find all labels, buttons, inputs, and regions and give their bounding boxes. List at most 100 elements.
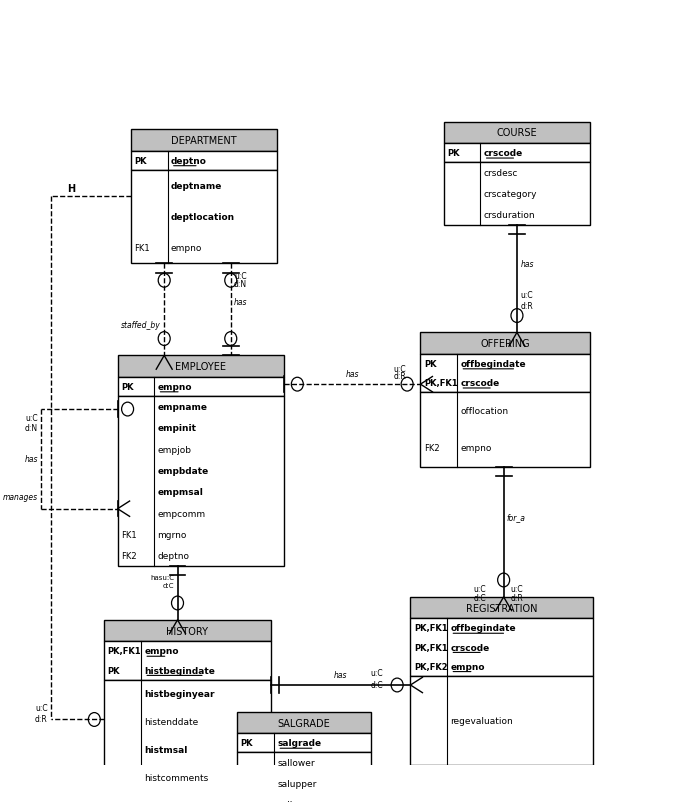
FancyBboxPatch shape — [237, 712, 371, 733]
Text: empmsal: empmsal — [157, 488, 204, 496]
Text: offbegindate: offbegindate — [460, 359, 526, 368]
Text: empno: empno — [157, 383, 192, 391]
Text: PK: PK — [241, 739, 253, 747]
Text: d:C: d:C — [474, 593, 486, 602]
Text: u:C: u:C — [394, 364, 406, 373]
Text: crsdesc: crsdesc — [484, 169, 518, 178]
Text: histenddate: histenddate — [144, 717, 199, 726]
FancyBboxPatch shape — [237, 733, 371, 752]
Text: PK,FK1: PK,FK1 — [414, 624, 447, 633]
FancyBboxPatch shape — [117, 378, 284, 396]
FancyBboxPatch shape — [444, 163, 590, 226]
Text: u:C: u:C — [35, 703, 48, 712]
Text: d:N: d:N — [234, 279, 247, 289]
FancyBboxPatch shape — [131, 171, 277, 264]
Text: EMPLOYEE: EMPLOYEE — [175, 362, 226, 371]
Text: offbegindate: offbegindate — [451, 624, 516, 633]
Text: empno: empno — [451, 662, 485, 671]
Text: deptname: deptname — [171, 182, 222, 191]
Text: offlocation: offlocation — [460, 407, 509, 415]
FancyBboxPatch shape — [104, 620, 270, 642]
Text: d:R: d:R — [520, 302, 533, 310]
Text: PK,FK1: PK,FK1 — [414, 642, 447, 652]
Text: FK2: FK2 — [424, 444, 440, 453]
Text: FK1: FK1 — [135, 244, 150, 253]
Text: sallower: sallower — [277, 759, 315, 768]
Text: u:C: u:C — [511, 585, 523, 593]
Text: has: has — [24, 455, 38, 464]
FancyBboxPatch shape — [117, 396, 284, 566]
Text: empname: empname — [157, 403, 208, 411]
Text: d:N: d:N — [25, 423, 38, 432]
Text: d:C: d:C — [163, 581, 174, 588]
Text: manages: manages — [3, 492, 38, 501]
Text: DEPARTMENT: DEPARTMENT — [171, 136, 237, 146]
Text: COURSE: COURSE — [497, 128, 538, 138]
FancyBboxPatch shape — [237, 752, 371, 802]
Text: H: H — [67, 184, 75, 193]
Text: empjob: empjob — [157, 445, 192, 454]
Text: PK: PK — [447, 149, 460, 158]
FancyBboxPatch shape — [420, 354, 590, 393]
Text: PK: PK — [424, 359, 436, 368]
Text: deptno: deptno — [157, 551, 190, 561]
FancyBboxPatch shape — [411, 597, 593, 618]
Text: mgrno: mgrno — [157, 530, 187, 539]
Text: hasu:C: hasu:C — [150, 574, 174, 580]
Text: salgrade: salgrade — [277, 739, 322, 747]
FancyBboxPatch shape — [411, 676, 593, 766]
Text: deptno: deptno — [171, 156, 207, 166]
FancyBboxPatch shape — [104, 680, 270, 802]
Text: FK2: FK2 — [121, 551, 137, 561]
Text: crscode: crscode — [460, 379, 500, 387]
Text: has: has — [520, 260, 534, 269]
Text: has: has — [334, 670, 347, 679]
Text: PK,FK1: PK,FK1 — [108, 646, 141, 655]
FancyBboxPatch shape — [411, 618, 593, 676]
Text: salbonus: salbonus — [277, 800, 317, 802]
Text: deptno: deptno — [144, 800, 180, 802]
Text: staffed_by: staffed_by — [121, 321, 161, 330]
FancyBboxPatch shape — [420, 393, 590, 467]
Text: empno: empno — [460, 444, 492, 453]
Text: u:C: u:C — [520, 290, 533, 299]
Text: PK: PK — [135, 156, 147, 166]
Text: salupper: salupper — [277, 780, 317, 788]
Text: empcomm: empcomm — [157, 509, 206, 518]
FancyBboxPatch shape — [444, 144, 590, 163]
FancyBboxPatch shape — [420, 333, 590, 354]
Text: has: has — [234, 298, 248, 307]
Text: empno: empno — [171, 244, 202, 253]
Text: OFFERING: OFFERING — [480, 338, 530, 349]
Text: FK2: FK2 — [108, 800, 124, 802]
Text: d:C: d:C — [371, 680, 383, 689]
Text: HISTORY: HISTORY — [166, 626, 208, 636]
Text: FK1: FK1 — [121, 530, 137, 539]
Text: REGISTRATION: REGISTRATION — [466, 603, 538, 613]
Text: PK: PK — [108, 666, 120, 674]
Text: u:C: u:C — [371, 669, 383, 678]
FancyBboxPatch shape — [444, 123, 590, 144]
Text: histmsal: histmsal — [144, 745, 188, 754]
FancyBboxPatch shape — [131, 152, 277, 171]
Text: PK: PK — [121, 383, 133, 391]
Text: SALGRADE: SALGRADE — [277, 718, 331, 727]
Text: empbdate: empbdate — [157, 467, 209, 476]
Text: histcomments: histcomments — [144, 773, 208, 782]
FancyBboxPatch shape — [104, 642, 270, 680]
Text: d:R: d:R — [35, 715, 48, 723]
Text: deptlocation: deptlocation — [171, 213, 235, 222]
Text: regevaluation: regevaluation — [451, 716, 513, 725]
Text: has: has — [346, 370, 359, 379]
Text: crscode: crscode — [451, 642, 490, 652]
Text: PK,FK1: PK,FK1 — [424, 379, 457, 387]
FancyBboxPatch shape — [131, 130, 277, 152]
Text: empinit: empinit — [157, 424, 197, 433]
Text: d:R: d:R — [511, 593, 523, 602]
Text: for_a: for_a — [507, 512, 526, 521]
Text: u:C: u:C — [25, 413, 38, 423]
Text: u:C: u:C — [474, 585, 486, 593]
Text: histbegindate: histbegindate — [144, 666, 215, 674]
Text: d:R: d:R — [394, 372, 406, 381]
Text: histbeginyear: histbeginyear — [144, 689, 215, 699]
